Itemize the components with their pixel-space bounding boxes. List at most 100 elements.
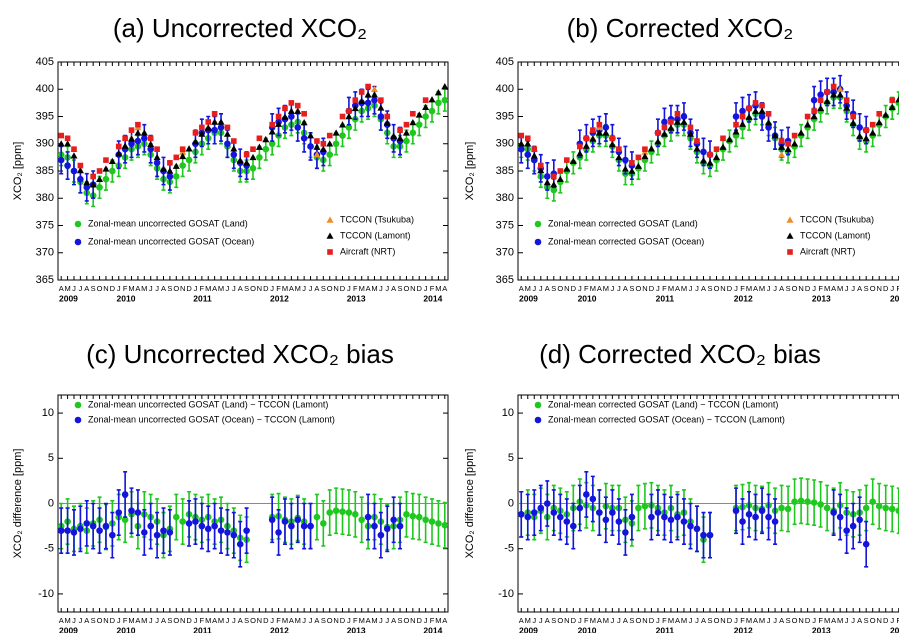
triangle-marker bbox=[758, 107, 766, 114]
x-tick-label: M bbox=[603, 616, 609, 625]
circle-marker bbox=[179, 518, 186, 525]
circle-marker bbox=[654, 509, 662, 516]
square-marker bbox=[275, 113, 282, 120]
x-tick-label: M bbox=[525, 616, 531, 625]
x-tick-label: D bbox=[883, 616, 889, 625]
square-marker bbox=[64, 135, 71, 142]
x-tick-label: J bbox=[617, 616, 621, 625]
x-tick-label: J bbox=[812, 284, 816, 293]
square-marker bbox=[77, 162, 84, 169]
triangle-marker bbox=[409, 118, 417, 126]
circle-marker bbox=[332, 140, 340, 148]
triangle-marker bbox=[383, 119, 391, 126]
x-tick-label: N bbox=[333, 284, 338, 293]
circle-marker bbox=[147, 145, 155, 153]
x-tick-label: J bbox=[385, 284, 389, 293]
x-tick-label: A bbox=[391, 284, 396, 293]
square-marker bbox=[327, 249, 333, 255]
triangle-marker bbox=[249, 153, 257, 161]
x-tick-label: A bbox=[366, 284, 371, 293]
triangle-marker bbox=[686, 130, 694, 137]
square-marker bbox=[564, 157, 570, 163]
circle-marker bbox=[70, 167, 78, 175]
x-tick-label: A bbox=[59, 616, 64, 625]
triangle-marker bbox=[726, 135, 734, 143]
circle-marker bbox=[243, 527, 250, 534]
triangle-marker bbox=[817, 104, 825, 112]
circle-marker bbox=[153, 531, 161, 539]
triangle-marker bbox=[804, 121, 812, 128]
square-marker bbox=[674, 110, 681, 117]
x-tick-label: A bbox=[314, 284, 319, 293]
y-tick-label: 365 bbox=[36, 274, 54, 286]
x-tick-label: S bbox=[629, 284, 634, 293]
x-tick-label: A bbox=[701, 284, 706, 293]
x-tick-label: D bbox=[110, 284, 116, 293]
square-marker bbox=[863, 127, 869, 133]
triangle-marker bbox=[313, 151, 321, 158]
square-marker bbox=[720, 135, 726, 142]
circle-marker bbox=[313, 513, 321, 521]
triangle-marker bbox=[300, 118, 308, 126]
x-tick-label: M bbox=[668, 616, 674, 625]
circle-marker bbox=[622, 529, 629, 536]
x-tick-label: J bbox=[851, 284, 855, 293]
triangle-marker bbox=[784, 145, 792, 152]
x-tick-label: J bbox=[424, 284, 428, 293]
circle-marker bbox=[166, 529, 174, 536]
triangle-marker bbox=[595, 129, 603, 136]
x-tick-label: S bbox=[91, 616, 96, 625]
circle-marker bbox=[537, 504, 545, 512]
square-marker bbox=[397, 127, 403, 133]
triangle-marker bbox=[745, 113, 753, 120]
x-tick-label: A bbox=[779, 284, 784, 293]
x-tick-label: J bbox=[79, 616, 83, 625]
square-marker bbox=[531, 146, 538, 152]
square-marker bbox=[596, 121, 603, 128]
triangle-marker bbox=[563, 165, 571, 172]
x-tick-label: N bbox=[257, 616, 262, 625]
y-tick-label: 5 bbox=[508, 452, 514, 464]
x-tick-label: J bbox=[155, 616, 159, 625]
x-tick-label: O bbox=[557, 616, 563, 625]
triangle-marker bbox=[537, 166, 545, 174]
x-tick-label: J bbox=[155, 284, 159, 293]
x-tick-label: D bbox=[571, 616, 577, 625]
square-marker bbox=[752, 100, 759, 106]
circle-marker bbox=[160, 527, 167, 534]
triangle-marker bbox=[377, 104, 385, 111]
circle-marker bbox=[428, 518, 436, 525]
x-tick-label: J bbox=[385, 616, 389, 625]
x-tick-label: J bbox=[149, 616, 153, 625]
triangle-marker bbox=[281, 113, 289, 120]
circle-marker bbox=[817, 501, 824, 508]
circle-marker bbox=[109, 167, 116, 175]
x-tick-label: J bbox=[379, 284, 383, 293]
circle-marker bbox=[661, 118, 668, 126]
triangle-marker bbox=[765, 118, 773, 126]
x-tick-label: S bbox=[707, 616, 712, 625]
legend-label: Zonal-mean corrected GOSAT (Ocean) bbox=[548, 236, 704, 246]
triangle-marker bbox=[628, 167, 636, 174]
circle-marker bbox=[543, 500, 551, 507]
circle-marker bbox=[153, 159, 161, 167]
x-tick-label: A bbox=[857, 616, 862, 625]
circle-marker bbox=[693, 525, 701, 533]
circle-marker bbox=[843, 527, 850, 534]
triangle-marker bbox=[569, 157, 577, 164]
circle-marker bbox=[524, 151, 532, 158]
x-tick-label: J bbox=[379, 616, 383, 625]
triangle-marker bbox=[778, 143, 786, 150]
triangle-marker bbox=[358, 97, 366, 105]
circle-marker bbox=[96, 184, 103, 191]
circle-marker bbox=[134, 137, 142, 145]
panel: (b) Corrected XCO₂ 365 370 375 380 385 390 395 4… bbox=[464, 13, 899, 303]
triangle-marker bbox=[680, 118, 688, 125]
circle-marker bbox=[602, 124, 610, 131]
square-marker bbox=[817, 97, 824, 103]
circle-marker bbox=[364, 99, 372, 107]
y-tick-label: 10 bbox=[502, 407, 514, 419]
triangle-marker bbox=[179, 152, 187, 160]
square-marker bbox=[250, 146, 256, 152]
triangle-marker bbox=[172, 162, 180, 169]
